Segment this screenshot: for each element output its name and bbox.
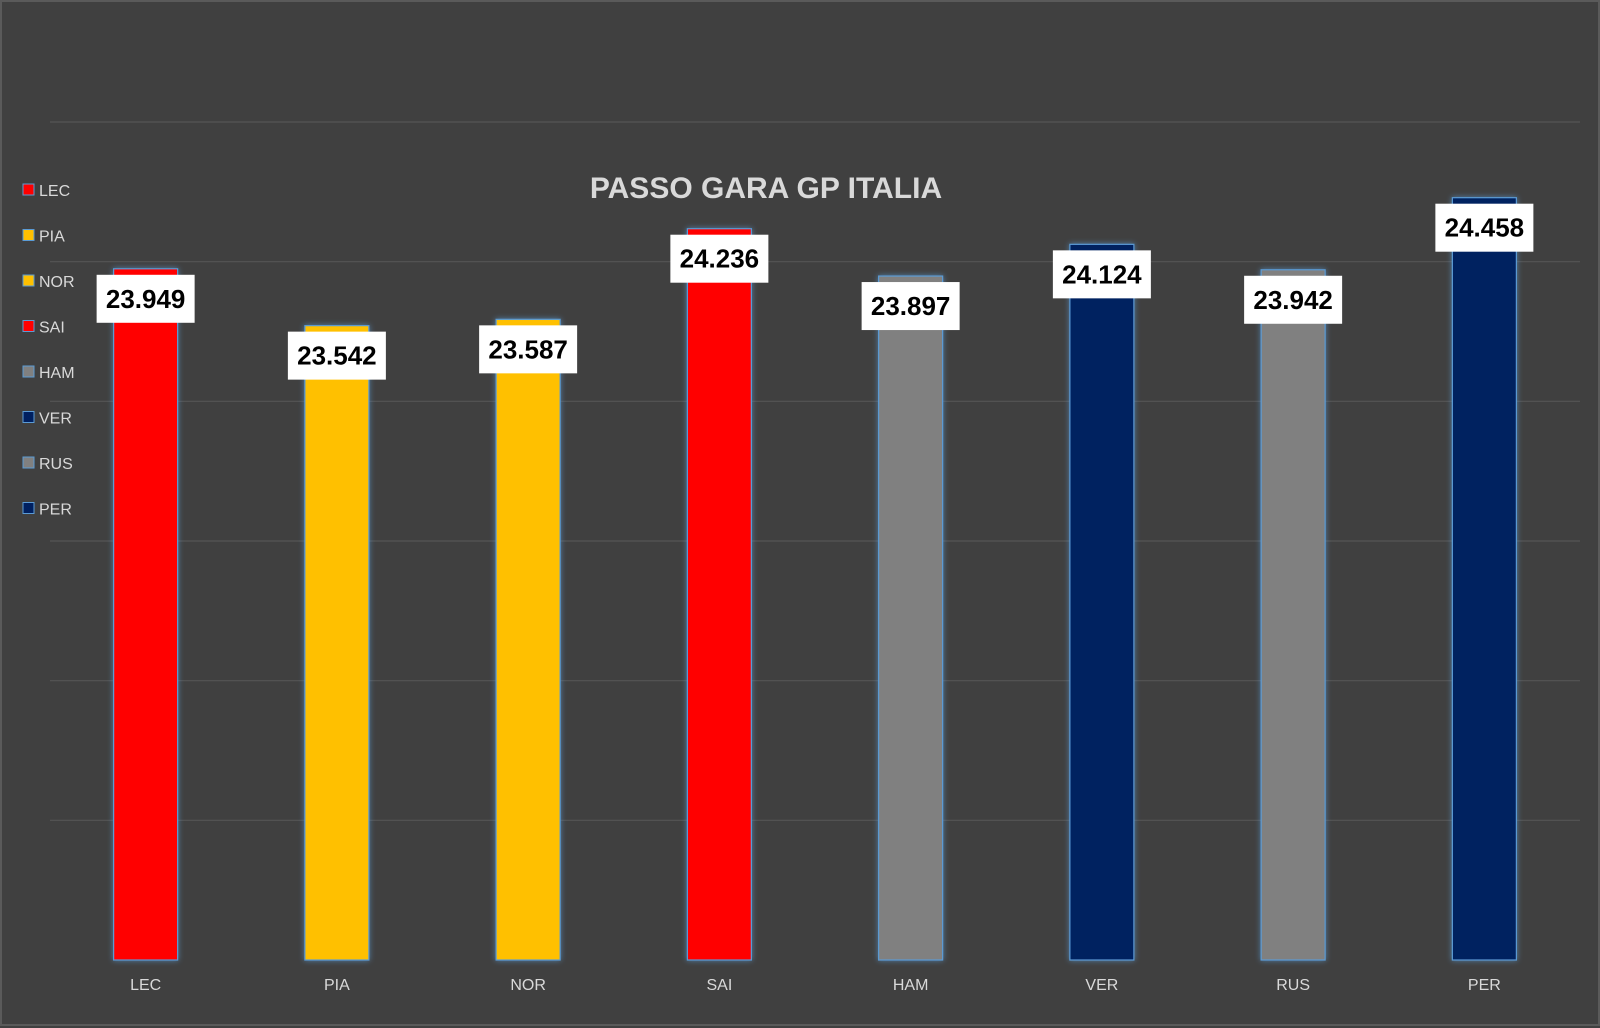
legend-swatch-sai [22,320,35,332]
tick-label-lec: LEC [130,977,161,994]
legend-item-pia[interactable]: PIA [22,229,65,246]
data-label-box-pia [287,331,386,380]
bar-ver[interactable] [1069,243,1135,961]
bars [113,197,1517,961]
x-axis-tick-labels: LEC PIA NOR SAI HAM VER RUS PER [130,977,1501,994]
bar-nor[interactable] [495,318,561,961]
bar-per[interactable] [1451,197,1517,961]
legend-label-lec: LEC [39,183,70,200]
data-labels: 23.949 23.542 23.587 24.236 23.897 24.124 23.9… [96,203,1534,380]
legend-swatch-pia [22,229,35,241]
legend-item-rus[interactable]: RUS [22,456,73,473]
legend-label-nor: NOR [39,274,75,291]
bar-sai[interactable] [686,228,752,961]
legend-swatch-ham [22,365,35,378]
data-label-per: 24.458 [1445,213,1525,243]
data-label-box-lec [96,274,195,323]
tick-label-ham: HAM [893,977,929,994]
data-label-box-nor [479,325,578,374]
bar-ham[interactable] [878,275,944,961]
legend-swatch-ver [22,411,35,423]
legend-label-pia: PIA [39,229,65,246]
legend-swatch-rus [22,456,35,469]
data-label-nor: 23.587 [488,334,568,364]
legend-label-per: PER [39,502,72,519]
legend-item-ver[interactable]: VER [22,411,72,428]
legend-swatch-lec [22,183,35,196]
legend-item-sai[interactable]: SAI [22,320,65,337]
legend-item-ham[interactable]: HAM [22,365,75,382]
data-label-box-rus [1244,275,1343,324]
data-label-sai: 24.236 [680,244,760,274]
bar-rus[interactable] [1260,269,1326,961]
legend: LEC PIA NOR SAI HAM VER RUS PER [22,183,75,519]
tick-label-ver: VER [1085,977,1118,994]
data-label-box-ham [861,282,960,331]
bar-pia[interactable] [304,325,370,961]
legend-label-sai: SAI [39,320,65,337]
legend-label-rus: RUS [39,456,73,473]
legend-item-lec[interactable]: LEC [22,183,70,200]
legend-label-ver: VER [39,411,72,428]
legend-swatch-per [22,502,35,514]
legend-swatch-nor [22,274,35,287]
tick-label-nor: NOR [510,977,546,994]
data-label-box-sai [670,234,769,283]
tick-label-per: PER [1468,977,1501,994]
legend-item-per[interactable]: PER [22,502,72,519]
data-label-box-ver [1052,250,1151,299]
data-label-box-per [1435,203,1534,252]
data-label-lec: 23.949 [106,284,186,314]
data-label-ver: 24.124 [1062,259,1142,289]
legend-label-ham: HAM [39,365,75,382]
tick-label-sai: SAI [706,977,732,994]
data-label-rus: 23.942 [1253,285,1333,315]
chart-title: PASSO GARA GP ITALIA [590,172,942,205]
tick-label-rus: RUS [1276,977,1310,994]
bar-lec[interactable] [113,268,179,961]
gridlines [50,121,1580,821]
data-label-ham: 23.897 [871,291,951,321]
tick-label-pia: PIA [324,977,350,994]
legend-item-nor[interactable]: NOR [22,274,75,291]
data-label-pia: 23.542 [297,341,377,371]
